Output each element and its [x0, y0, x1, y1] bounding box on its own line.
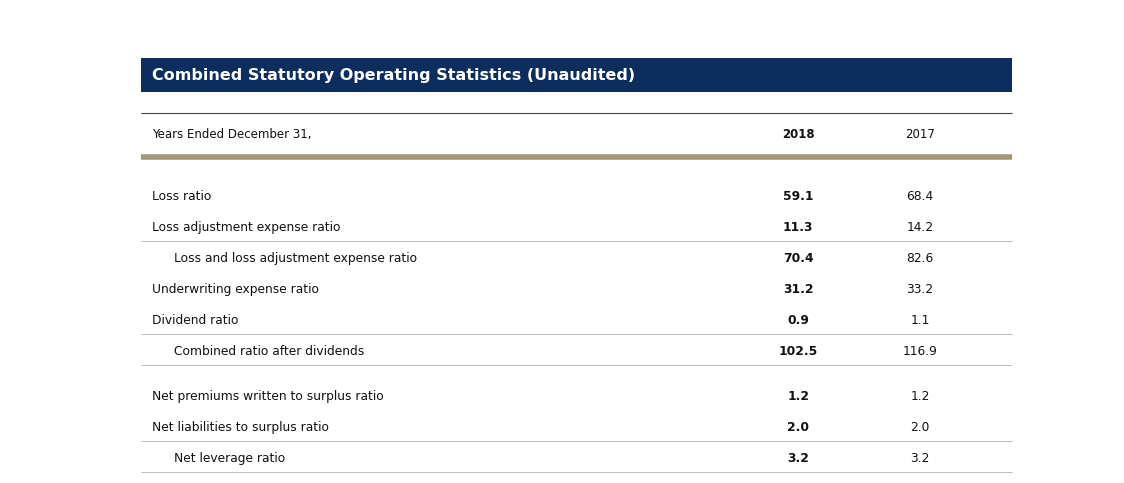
- Text: Net leverage ratio: Net leverage ratio: [173, 452, 284, 465]
- FancyBboxPatch shape: [140, 58, 1012, 92]
- Text: 2.0: 2.0: [910, 421, 930, 434]
- Text: Loss ratio: Loss ratio: [152, 190, 211, 203]
- Text: 11.3: 11.3: [783, 221, 814, 234]
- Text: 82.6: 82.6: [907, 252, 934, 265]
- Text: 102.5: 102.5: [779, 344, 818, 357]
- Text: 33.2: 33.2: [907, 283, 934, 296]
- Text: 70.4: 70.4: [783, 252, 814, 265]
- Text: Dividend ratio: Dividend ratio: [152, 313, 238, 327]
- Text: 68.4: 68.4: [907, 190, 934, 203]
- Text: 14.2: 14.2: [907, 221, 934, 234]
- Text: 116.9: 116.9: [903, 344, 937, 357]
- Text: 2017: 2017: [905, 128, 935, 142]
- Text: 59.1: 59.1: [783, 190, 814, 203]
- Text: Net premiums written to surplus ratio: Net premiums written to surplus ratio: [152, 390, 383, 403]
- Text: 1.2: 1.2: [787, 390, 809, 403]
- Text: Loss and loss adjustment expense ratio: Loss and loss adjustment expense ratio: [173, 252, 417, 265]
- Text: Years Ended December 31,: Years Ended December 31,: [152, 128, 311, 142]
- Text: Combined Statutory Operating Statistics (Unaudited): Combined Statutory Operating Statistics …: [152, 68, 635, 83]
- Text: Combined ratio after dividends: Combined ratio after dividends: [173, 344, 364, 357]
- Text: 2.0: 2.0: [787, 421, 809, 434]
- Text: 0.9: 0.9: [787, 313, 809, 327]
- Text: Loss adjustment expense ratio: Loss adjustment expense ratio: [152, 221, 341, 234]
- Text: 31.2: 31.2: [783, 283, 814, 296]
- Text: Underwriting expense ratio: Underwriting expense ratio: [152, 283, 319, 296]
- Text: 1.2: 1.2: [910, 390, 930, 403]
- Text: 3.2: 3.2: [910, 452, 930, 465]
- Text: 3.2: 3.2: [787, 452, 809, 465]
- Text: Net liabilities to surplus ratio: Net liabilities to surplus ratio: [152, 421, 329, 434]
- Text: 2018: 2018: [782, 128, 815, 142]
- Text: 1.1: 1.1: [910, 313, 930, 327]
